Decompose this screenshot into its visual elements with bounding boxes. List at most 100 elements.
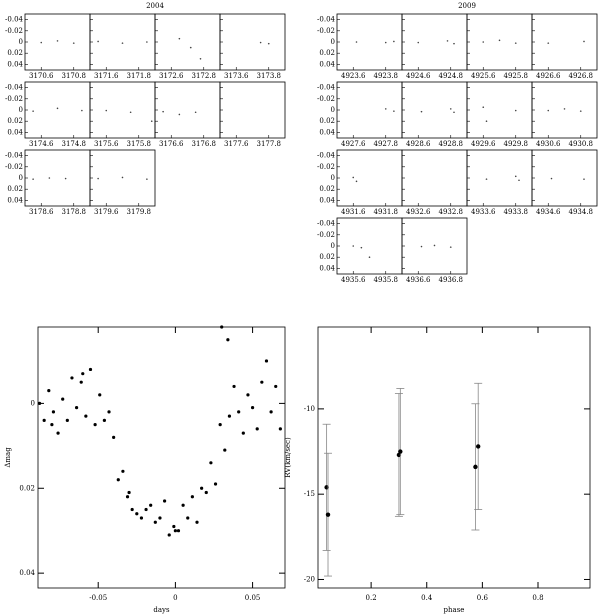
data-point: [420, 110, 423, 113]
data-point: [162, 499, 167, 503]
y-tick-label: -0.04: [5, 84, 23, 92]
x-tick-label: 4928.6: [406, 140, 431, 148]
data-point: [195, 520, 199, 524]
panel-frame: [336, 81, 403, 139]
panel-frame: [531, 149, 598, 207]
data-point: [107, 410, 111, 414]
data-point: [433, 244, 436, 247]
x-tick-label: 4926.8: [569, 72, 594, 80]
x-tick-label: 0.05: [245, 594, 261, 602]
x-tick-label: 4926.6: [536, 72, 561, 80]
data-point: [150, 120, 153, 122]
data-point: [550, 177, 553, 180]
panel-frame: [401, 13, 468, 71]
x-tick-label: 3175.8: [127, 140, 152, 148]
x-tick-label: 4933.6: [471, 208, 496, 216]
y-tick-label: -0.02: [317, 27, 335, 35]
data-point: [178, 113, 181, 116]
data-point: [420, 245, 423, 248]
group-title: 2009: [458, 2, 476, 10]
y-tick-label: -0.04: [317, 152, 335, 160]
y-tick-label: 0.04: [319, 60, 335, 68]
x-axis-label: days: [153, 606, 170, 614]
panel-frame: [401, 149, 468, 207]
y-tick-label: 0: [331, 242, 335, 250]
panel-frame: [466, 81, 533, 139]
data-point: [482, 41, 485, 43]
x-tick-label: 4934.8: [569, 208, 594, 216]
x-tick-label: 3177.8: [257, 140, 282, 148]
data-point: [241, 431, 245, 435]
data-point: [56, 40, 59, 42]
x-tick-label: 4936.8: [439, 276, 464, 284]
y-tick-label: 0.02: [319, 185, 335, 193]
y-tick-label: 0.04: [7, 128, 23, 136]
x-tick-label: 3176.6: [159, 140, 184, 148]
x-tick-label: 3176.8: [192, 140, 217, 148]
data-point: [514, 175, 517, 178]
data-point: [56, 431, 60, 435]
x-tick-label: 4931.6: [341, 208, 366, 216]
panel-frame: [89, 81, 156, 139]
x-tick-label: 0.4: [421, 594, 433, 602]
x-tick-label: 3178.6: [29, 208, 54, 216]
panel-frame: [154, 81, 221, 139]
x-tick-label: 3173.8: [257, 72, 282, 80]
x-tick-label: 4931.8: [374, 208, 399, 216]
x-tick-label: 4935.6: [341, 276, 366, 284]
data-point: [274, 384, 278, 389]
data-point: [74, 406, 79, 410]
data-point: [213, 482, 218, 486]
data-point: [453, 42, 455, 45]
data-point: [129, 111, 132, 114]
data-point: [204, 490, 208, 495]
x-tick-label: 4933.8: [504, 208, 529, 216]
data-point: [449, 246, 452, 248]
panel-frame: [401, 81, 468, 139]
data-point: [267, 42, 270, 45]
panel-frame: [154, 13, 221, 71]
y-tick-label: -0.04: [5, 152, 23, 160]
x-tick-label: 4934.6: [536, 208, 561, 216]
x-tick-label: 4930.6: [536, 140, 561, 148]
y-tick-label: 0: [331, 174, 335, 182]
data-point: [181, 503, 185, 507]
data-point: [264, 359, 269, 363]
data-point: [417, 41, 420, 44]
data-point: [583, 40, 585, 43]
x-tick-label: 3179.6: [94, 208, 119, 216]
data-point: [355, 41, 358, 43]
panel-frame: [24, 81, 91, 139]
x-tick-label: 3178.8: [62, 208, 87, 216]
y-tick-label: 0.04: [319, 264, 335, 272]
data-point: [189, 46, 192, 49]
y-tick-label: 0.02: [7, 117, 23, 125]
data-point: [37, 401, 42, 405]
data-point: [130, 507, 134, 512]
data-point: [220, 325, 224, 329]
data-point: [139, 516, 144, 520]
data-point: [250, 406, 255, 410]
data-point: [172, 524, 176, 529]
data-point: [105, 109, 108, 112]
x-tick-label: 3175.6: [94, 140, 119, 148]
data-point: [384, 108, 387, 110]
data-point: [237, 410, 241, 414]
data-point: [167, 533, 171, 537]
data-point: [278, 427, 282, 431]
data-point: [48, 177, 51, 179]
data-point: [79, 380, 83, 384]
data-point: [393, 40, 395, 43]
data-point: [97, 40, 99, 43]
data-point: [125, 495, 130, 499]
x-tick-label: 4929.6: [471, 140, 496, 148]
x-tick-label: 3172.8: [192, 72, 217, 80]
data-point: [144, 507, 148, 512]
data-point: [47, 389, 51, 393]
y-tick-label: -0.02: [5, 95, 23, 103]
data-point: [226, 338, 230, 342]
data-point: [514, 109, 517, 112]
x-tick-label: 4928.8: [439, 140, 464, 148]
panel-frame: [336, 13, 403, 71]
y-axis-label: Δmag: [4, 447, 12, 468]
